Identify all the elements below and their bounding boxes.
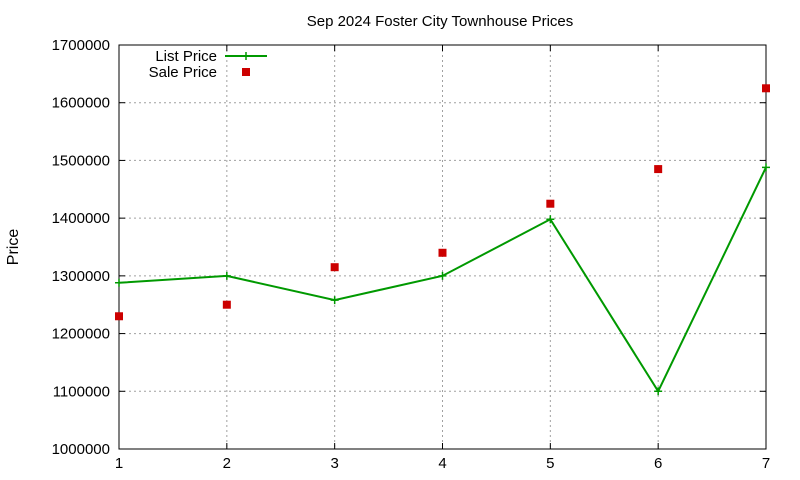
legend-plus-swatch: [242, 52, 250, 60]
list-price-point: [438, 271, 447, 280]
grid: [119, 45, 766, 449]
y-tick-label: 1700000: [52, 37, 110, 54]
legend-label: Sale Price: [149, 64, 217, 81]
y-tick-label: 1300000: [52, 268, 110, 285]
x-tick-label: 1: [115, 455, 123, 472]
y-tick-label: 1400000: [52, 210, 110, 227]
y-axis-label: Price: [5, 229, 22, 266]
list-price-point: [654, 387, 663, 396]
sale-price-point: [654, 165, 663, 174]
sale-price-point: [546, 199, 555, 208]
sale-price-point: [762, 84, 770, 93]
y-tick-label: 1500000: [52, 152, 110, 169]
axis-ticks: 1000000 1100000 1200000 1300000 1400000 15000…: [52, 37, 771, 472]
legend-label: List Price: [155, 48, 217, 65]
sale-price-point: [438, 248, 447, 257]
sale-price-point: [115, 312, 123, 321]
y-tick-label: 1600000: [52, 95, 110, 112]
list-price-point: [222, 271, 231, 280]
list-price-point: [762, 163, 770, 172]
y-tick-label: 1000000: [52, 441, 110, 458]
x-tick-label: 7: [762, 455, 770, 472]
y-tick-label: 1100000: [53, 383, 110, 400]
x-tick-label: 2: [223, 455, 231, 472]
chart-title: Sep 2024 Foster City Townhouse Prices: [307, 13, 574, 30]
x-tick-label: 4: [438, 455, 446, 472]
x-tick-label: 3: [330, 455, 338, 472]
legend-square-swatch: [242, 68, 250, 76]
list-price-point: [546, 215, 555, 224]
sale-price-point: [222, 300, 231, 309]
x-tick-label: 5: [546, 455, 554, 472]
list-price-point: [330, 296, 339, 305]
series: [115, 84, 770, 396]
y-tick-label: 1200000: [52, 326, 110, 343]
list-price-point: [115, 278, 123, 287]
sale-price-point: [330, 263, 339, 272]
x-tick-label: 6: [654, 455, 662, 472]
